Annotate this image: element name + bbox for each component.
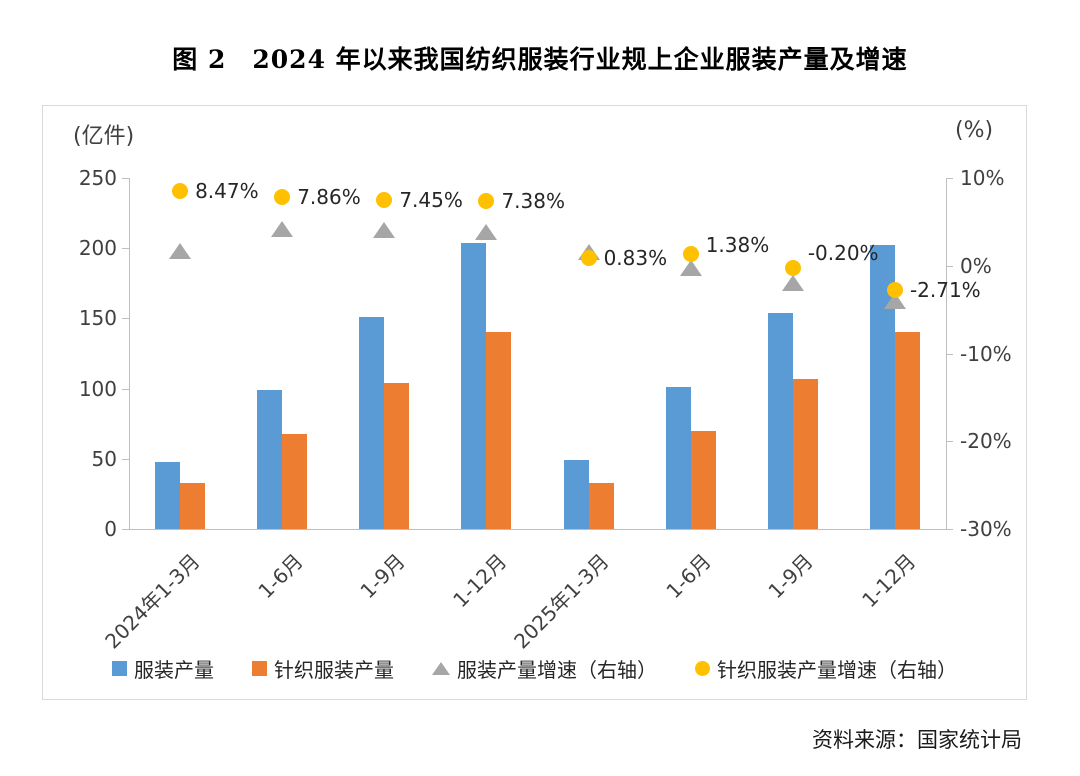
circle-marker	[784, 259, 801, 276]
legend-marker-square-icon	[112, 661, 127, 676]
bar-针织服装产量	[180, 482, 206, 529]
bar-服装产量	[767, 312, 793, 529]
left-y-axis-line	[129, 178, 130, 529]
left-axis-tick	[122, 248, 129, 250]
right-axis-tick	[946, 178, 953, 179]
point-value-label: 8.47%	[195, 179, 259, 204]
left-axis-tick	[122, 458, 129, 460]
bar-针织服装产量	[690, 430, 716, 529]
left-axis-tick	[122, 318, 129, 320]
legend-item: 针织服装产量	[252, 654, 394, 683]
legend-marker-circle-icon	[695, 661, 710, 676]
bar-服装产量	[155, 461, 181, 529]
left-axis-tick-label: 100	[78, 376, 117, 401]
circle-marker	[580, 250, 597, 267]
source-note: 资料来源：国家统计局	[812, 728, 1022, 752]
circle-marker	[478, 192, 495, 209]
right-axis-unit: (%)	[955, 118, 994, 143]
bar-针织服装产量	[282, 433, 308, 529]
point-value-label: -0.20%	[807, 240, 879, 265]
bar-针织服装产量	[486, 332, 512, 529]
point-value-label: 7.86%	[297, 184, 361, 209]
x-axis-label: 1-12月	[448, 549, 512, 613]
right-axis-tick	[946, 265, 953, 267]
x-axis-label: 1-12月	[856, 549, 920, 613]
point-value-label: 7.45%	[399, 188, 463, 213]
triangle-marker	[679, 260, 702, 277]
chart-area: (亿件) (%) 250 200 150 100 50 0 10% 0% -10% -20% -30…	[42, 105, 1027, 700]
x-axis-label: 1-6月	[252, 549, 308, 604]
legend-marker-triangle-icon	[432, 662, 450, 675]
triangle-marker	[373, 221, 396, 238]
bar-针织服装产量	[384, 382, 410, 529]
chart-title: 图 2 2024 年以来我国纺织服装行业规上企业服装产量及增速	[172, 45, 908, 74]
left-axis-tick	[122, 178, 129, 179]
right-axis-tick-label: 0%	[960, 253, 992, 278]
circle-marker	[172, 183, 189, 200]
legend: 服装产量 针织服装产量 服装产量增速（右轴） 针织服装产量增速（右轴）	[43, 654, 1026, 683]
left-axis-tick	[122, 529, 129, 530]
left-axis-tick-label: 0	[104, 517, 117, 541]
left-axis-unit: (亿件)	[73, 124, 135, 149]
left-axis-tick-label: 150	[78, 306, 117, 331]
legend-marker-square-icon	[252, 661, 267, 676]
right-axis-tick	[946, 353, 953, 355]
point-value-label: -2.71%	[909, 277, 981, 302]
bar-针织服装产量	[588, 482, 614, 529]
bar-针织服装产量	[792, 378, 818, 529]
x-axis-label: 2024年1-3月	[100, 549, 206, 654]
bar-服装产量	[461, 242, 487, 529]
legend-item-label: 服装产量	[134, 658, 214, 682]
x-axis-label: 1-9月	[763, 549, 818, 604]
circle-marker	[274, 188, 291, 205]
legend-item: 针织服装产量增速（右轴）	[695, 654, 957, 683]
triangle-marker	[883, 292, 906, 309]
bar-服装产量	[359, 316, 385, 529]
right-axis-tick	[946, 441, 953, 443]
x-axis-label: 1-6月	[661, 549, 716, 604]
right-axis-tick-label: -20%	[960, 429, 1012, 454]
triangle-marker	[271, 220, 294, 237]
legend-item-label: 针织服装产量增速（右轴）	[717, 658, 957, 682]
right-axis-tick	[946, 529, 953, 530]
left-axis-tick	[122, 388, 129, 390]
left-axis-tick-label: 200	[78, 236, 117, 261]
legend-item-label: 服装产量增速（右轴）	[457, 658, 657, 682]
legend-item: 服装产量增速（右轴）	[432, 654, 657, 683]
legend-item-label: 针织服装产量	[274, 658, 394, 682]
right-axis-tick-label: -10%	[960, 341, 1012, 366]
point-value-label: 7.38%	[501, 188, 565, 213]
left-axis-tick-label: 250	[78, 166, 117, 190]
right-axis-tick-label: -30%	[960, 517, 1012, 541]
legend-item: 服装产量	[112, 654, 214, 683]
triangle-marker	[169, 242, 192, 259]
point-value-label: 1.38%	[705, 232, 770, 257]
triangle-marker	[475, 223, 498, 240]
left-axis-tick-label: 50	[91, 446, 117, 471]
x-axis-label: 2025年1-3月	[509, 549, 614, 654]
bar-针织服装产量	[894, 332, 920, 529]
x-axis-label: 1-9月	[355, 549, 410, 604]
right-axis-tick-label: 10%	[960, 166, 1005, 190]
circle-marker	[682, 245, 699, 262]
bar-服装产量	[665, 387, 691, 529]
bar-服装产量	[257, 390, 283, 529]
x-axis-line	[129, 529, 946, 530]
bar-服装产量	[563, 460, 589, 529]
circle-marker	[376, 192, 393, 209]
point-value-label: 0.83%	[603, 246, 668, 271]
circle-marker	[886, 281, 903, 298]
triangle-marker	[781, 275, 804, 292]
